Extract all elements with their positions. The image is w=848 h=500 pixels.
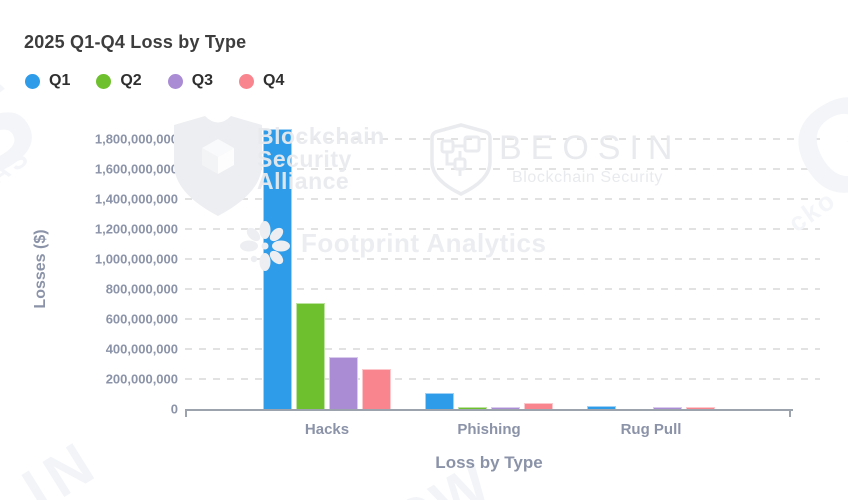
legend: Q1 Q2 Q3 Q4 [25,72,284,90]
x-tick-label: Rug Pull [620,421,682,438]
bar-q3-rug-pull [653,406,682,409]
legend-swatch-icon [239,73,255,89]
legend-item-q4: Q4 [239,72,284,90]
legend-swatch-icon [167,73,183,89]
plot-area: Hacks Phishing Rug Pull [185,129,793,438]
y-tick-label: 1,600,000,000 [94,161,178,177]
bars-layer: Hacks Phishing Rug Pull [185,129,793,438]
legend-label: Q3 [191,72,214,89]
x-axis-title: Loss by Type [435,453,543,472]
bar-q4-rug-pull [686,407,715,409]
legend-swatch-icon [96,73,112,89]
bar-q3-hacks [329,356,358,409]
x-tick-label: Hacks [304,421,350,438]
bar-q4-hacks [362,369,391,409]
legend-label: Q1 [49,72,71,89]
bar-q2-hacks [296,302,325,409]
bar-q2-phishing [458,406,487,409]
y-tick-label: 1,200,000,000 [94,221,178,237]
x-axis-end-tick [789,410,791,417]
chart-title: 2025 Q1-Q4 Loss by Type [24,32,247,52]
legend-item-q3: Q3 [167,72,214,90]
x-tick-label: Phishing [457,421,521,438]
y-axis-labels: 1,800,000,000 1,600,000,000 1,400,000,000 1… [0,129,178,417]
bar-group-rug-pull: Rug Pull [587,129,715,438]
bar-q1-hacks [263,129,292,409]
legend-label: Q4 [263,72,285,89]
bar-group-hacks: Hacks [263,129,391,438]
legend-swatch-icon [25,73,40,89]
y-tick-label: 1,000,000,000 [94,251,178,267]
y-tick-label: 1,800,000,000 [94,131,178,147]
bar-q1-rug-pull [587,406,616,409]
y-tick-label: 1,400,000,000 [94,191,178,207]
bar-group-phishing: Phishing [425,129,553,438]
legend-item-q1: Q1 [25,72,70,90]
legend-item-q2: Q2 [96,72,142,90]
y-tick-label: 200,000,000 [105,371,178,387]
y-tick-label: 800,000,000 [105,281,178,297]
y-tick-label: 600,000,000 [105,311,178,327]
watermark-fragment: LIN [0,426,112,500]
bar-q4-phishing [524,403,553,409]
legend-label: Q2 [120,72,142,89]
bar-q1-phishing [425,392,454,409]
bar-q3-phishing [491,407,520,409]
y-tick-label: 400,000,000 [105,341,178,357]
y-tick-label: 0 [170,401,178,417]
x-axis-start-tick [185,410,187,417]
